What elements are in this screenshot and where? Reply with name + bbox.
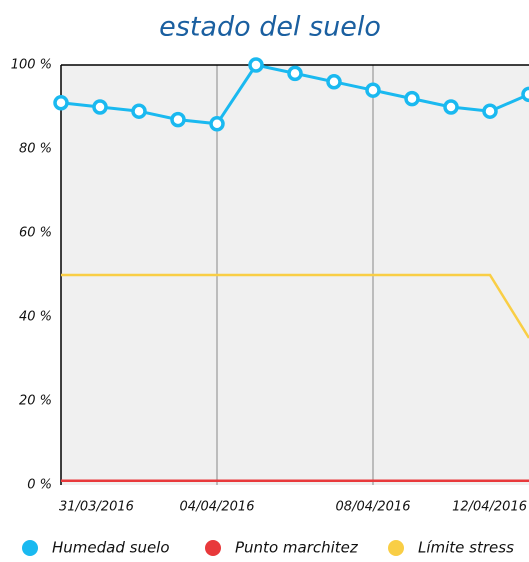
legend-marker bbox=[22, 540, 38, 556]
y-tick-label: 0 % bbox=[27, 478, 52, 493]
point-marker bbox=[53, 95, 69, 111]
x-tick-label: 04/04/2016 bbox=[180, 500, 255, 515]
point-marker bbox=[287, 65, 303, 82]
point-marker bbox=[521, 86, 529, 103]
point-marker bbox=[248, 57, 264, 73]
legend-label: Humedad suelo bbox=[52, 539, 170, 557]
chart-title: estado del suelo bbox=[159, 12, 381, 43]
point-marker bbox=[365, 82, 381, 98]
y-tick-label: 40 % bbox=[19, 310, 52, 325]
legend-marker bbox=[205, 540, 221, 556]
point-marker bbox=[92, 99, 108, 115]
series-line bbox=[61, 273, 529, 339]
legend-label: Punto marchitez bbox=[235, 539, 359, 557]
y-tick-label: 20 % bbox=[19, 394, 52, 409]
x-tick-label: 08/04/2016 bbox=[336, 500, 411, 515]
point-marker bbox=[443, 99, 459, 115]
x-tick-label: 12/04/2016 bbox=[452, 500, 527, 515]
legend-marker bbox=[388, 540, 404, 556]
y-tick-label: 60 % bbox=[19, 226, 52, 241]
point-marker bbox=[404, 90, 420, 107]
point-marker bbox=[209, 116, 225, 132]
point-marker bbox=[482, 103, 498, 119]
y-tick-label: 80 % bbox=[19, 142, 52, 157]
point-marker bbox=[170, 111, 186, 128]
point-marker bbox=[131, 103, 147, 119]
x-tick-label: 31/03/2016 bbox=[59, 500, 134, 515]
legend-label: Límite stress bbox=[418, 539, 514, 557]
point-marker bbox=[326, 74, 342, 90]
y-tick-label: 100 % bbox=[11, 58, 52, 73]
